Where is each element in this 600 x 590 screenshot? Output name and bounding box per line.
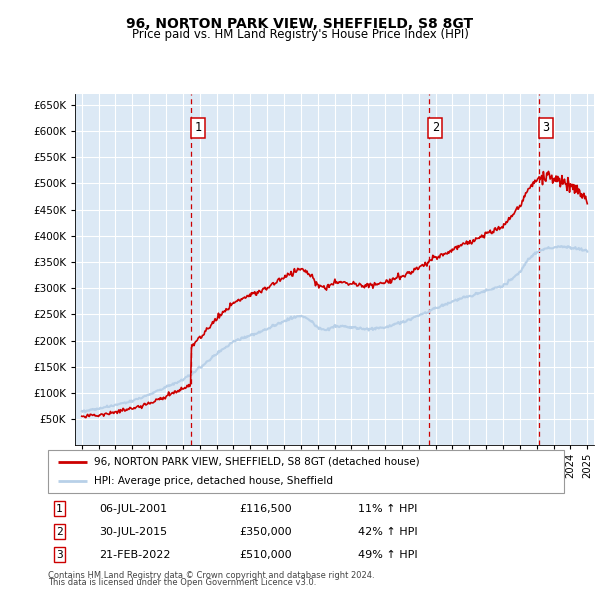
Text: Contains HM Land Registry data © Crown copyright and database right 2024.: Contains HM Land Registry data © Crown c…: [48, 571, 374, 579]
Text: £116,500: £116,500: [239, 503, 292, 513]
Text: 2: 2: [432, 122, 439, 135]
Text: 21-FEB-2022: 21-FEB-2022: [100, 550, 171, 560]
Text: 42% ↑ HPI: 42% ↑ HPI: [358, 527, 417, 536]
Text: 30-JUL-2015: 30-JUL-2015: [100, 527, 168, 536]
Text: £510,000: £510,000: [239, 550, 292, 560]
Text: 11% ↑ HPI: 11% ↑ HPI: [358, 503, 417, 513]
Text: 06-JUL-2001: 06-JUL-2001: [100, 503, 168, 513]
Text: 96, NORTON PARK VIEW, SHEFFIELD, S8 8GT: 96, NORTON PARK VIEW, SHEFFIELD, S8 8GT: [127, 17, 473, 31]
FancyBboxPatch shape: [48, 450, 564, 493]
Text: 1: 1: [56, 503, 63, 513]
Text: HPI: Average price, detached house, Sheffield: HPI: Average price, detached house, Shef…: [94, 476, 334, 486]
Text: 2: 2: [56, 527, 63, 536]
Text: £350,000: £350,000: [239, 527, 292, 536]
Text: 3: 3: [56, 550, 63, 560]
Text: 96, NORTON PARK VIEW, SHEFFIELD, S8 8GT (detached house): 96, NORTON PARK VIEW, SHEFFIELD, S8 8GT …: [94, 457, 420, 467]
Text: Price paid vs. HM Land Registry's House Price Index (HPI): Price paid vs. HM Land Registry's House …: [131, 28, 469, 41]
Text: 3: 3: [542, 122, 549, 135]
Text: 1: 1: [194, 122, 202, 135]
Text: 49% ↑ HPI: 49% ↑ HPI: [358, 550, 417, 560]
Text: This data is licensed under the Open Government Licence v3.0.: This data is licensed under the Open Gov…: [48, 578, 316, 587]
